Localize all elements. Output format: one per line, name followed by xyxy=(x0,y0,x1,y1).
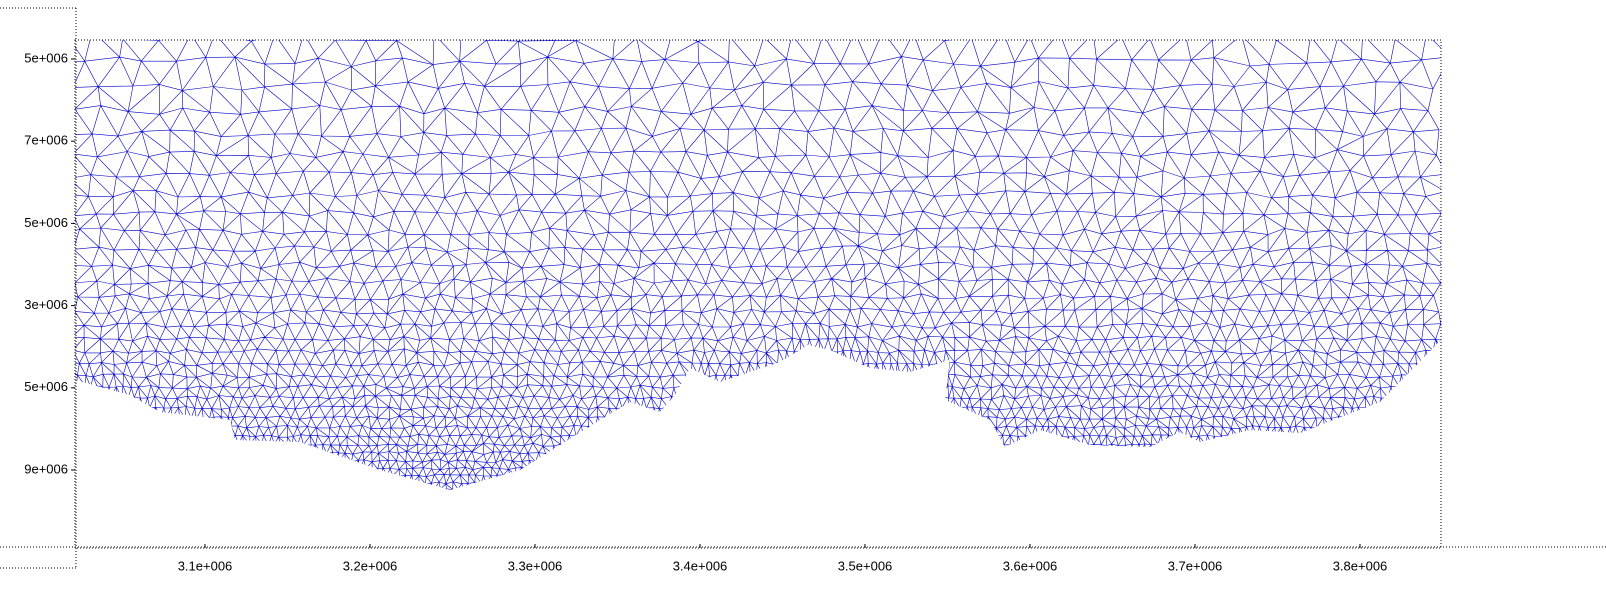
y-tick-label: 5e+006 xyxy=(24,50,68,65)
mesh-edges xyxy=(65,171,1447,199)
x-tick-label: 3.5e+006 xyxy=(838,558,893,573)
mesh-edges xyxy=(66,482,1449,491)
page: {"plot": { "x_tick_labels": ["3.1e+006",… xyxy=(0,0,1606,590)
mesh-edges xyxy=(66,467,1446,477)
x-tick-label: 3.6e+006 xyxy=(1003,558,1058,573)
mesh-edges xyxy=(65,489,1449,497)
mesh-edges xyxy=(49,82,1433,115)
x-tick-label: 3.7e+006 xyxy=(1168,558,1223,573)
y-tick-label: 7e+006 xyxy=(24,133,68,148)
mesh-edges xyxy=(68,395,1450,410)
mesh-edges xyxy=(57,294,1439,314)
mesh-edges xyxy=(66,475,1446,484)
mesh-edges xyxy=(62,425,1449,438)
x-tick-label: 3.3e+006 xyxy=(508,558,563,573)
mesh-edges xyxy=(52,128,1440,158)
mesh-edges xyxy=(63,443,1447,454)
x-tick-label: 3.2e+006 xyxy=(343,558,398,573)
y-tick-label: 9e+006 xyxy=(24,461,68,476)
mesh-edges xyxy=(51,191,1445,217)
mesh-edges xyxy=(62,434,1448,446)
mesh-edges xyxy=(63,460,1448,470)
x-tick-label: 3.8e+006 xyxy=(1333,558,1388,573)
mesh-edges xyxy=(63,451,1448,462)
x-tick-label: 3.4e+006 xyxy=(673,558,728,573)
mesh-edges xyxy=(54,336,1445,354)
mesh-edges xyxy=(65,495,1444,497)
x-tick-label: 3.1e+006 xyxy=(178,558,233,573)
mesh-edges xyxy=(65,361,1445,377)
y-tick-label: 3e+006 xyxy=(24,297,68,312)
mesh-edges xyxy=(60,416,1449,429)
mesh-edges xyxy=(57,31,1449,67)
mesh-view: 3.1e+006 3.2e+006 3.3e+006 3.4e+006 3.5e+006… xyxy=(0,0,1606,590)
y-tick-label: 5e+006 xyxy=(24,379,68,394)
plot-frame xyxy=(75,40,1441,548)
mesh-edges xyxy=(52,106,1439,137)
mesh-edges xyxy=(54,246,1445,269)
mesh xyxy=(49,31,1450,497)
mesh-edges xyxy=(54,323,1445,342)
y-tick-label: 5e+006 xyxy=(24,215,68,230)
